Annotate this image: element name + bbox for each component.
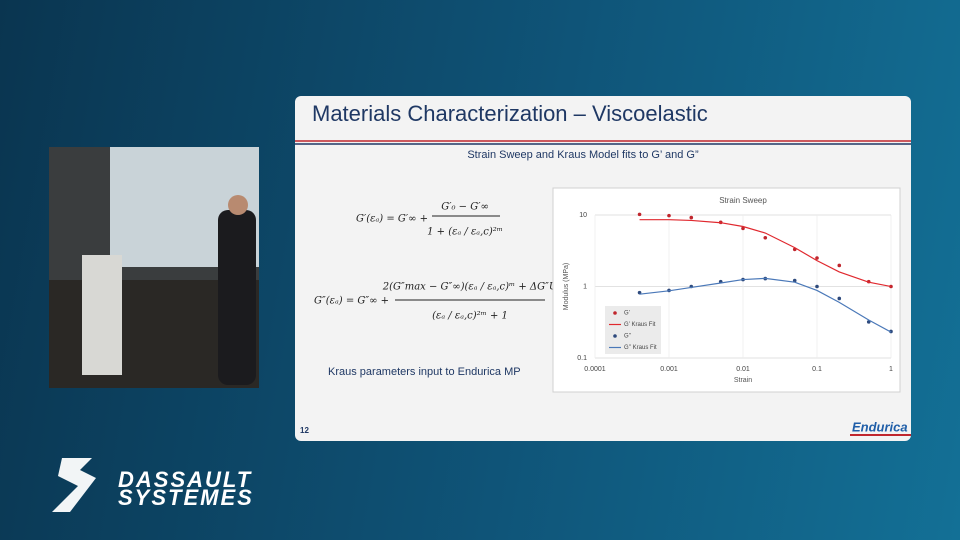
data-point [689,215,694,220]
speaker-head [228,195,248,215]
legend-entry: G’’ Kraus Fit [624,345,657,351]
equation-denominator: (εₐ / εₐ,c)²ᵐ + 1 [432,311,508,322]
equation-lhs: G′(εₐ) = G′∞ + [356,214,428,225]
endurica-logo: Endurica [852,419,908,434]
equation-lhs: G″(εₐ) = G″∞ + [314,296,389,307]
brand-mark [52,458,96,512]
legend-swatch [613,334,617,338]
y-axis-label: Modulus (MPa) [563,263,570,310]
data-point [667,213,671,218]
chart-frame [552,187,901,393]
legend-entry: G’ Kraus Fit [624,322,656,328]
data-point [763,235,768,240]
caption: Kraus parameters input to Endurica MP [328,366,521,378]
data-point [741,226,745,231]
x-tick-label: 1 [889,366,893,373]
y-tick-label: 10 [579,212,587,219]
x-axis-label: Strain [734,377,752,384]
legend-entry: G’’ [624,334,631,340]
equation-denominator: 1 + (εₐ / εₐ,c)²ᵐ [427,227,503,238]
data-point [837,263,842,268]
equation-numerator: G′₀ − G′∞ [441,202,489,213]
x-tick-label: 0.0001 [584,366,606,373]
equation-numerator: 2(G″max − G″∞)(εₐ / εₐ,c)ᵐ + ΔG″U [382,282,558,293]
x-tick-label: 0.1 [812,366,822,373]
x-tick-label: 0.001 [660,366,678,373]
speaker [218,210,256,385]
fit-line [639,277,892,333]
page-number: 12 [300,426,309,435]
x-tick-label: 0.01 [736,366,750,373]
data-point [815,284,819,289]
data-point [815,256,819,260]
lectern [82,255,122,375]
y-tick-label: 1 [583,283,587,290]
data-point [637,212,642,217]
brand-line: SYSTEMES [118,485,254,510]
data-point [837,296,842,301]
slide-subtitle: Strain Sweep and Kraus Model fits to G’ … [467,149,699,161]
legend-entry: G’ [624,311,630,317]
chart-title: Strain Sweep [719,196,767,205]
legend-swatch [613,311,617,315]
brand-line: DASSAULT [118,467,252,492]
fit-line [639,219,892,288]
y-tick-label: 0.1 [577,355,587,362]
slide-title: Materials Characterization – Viscoelasti… [312,101,708,126]
